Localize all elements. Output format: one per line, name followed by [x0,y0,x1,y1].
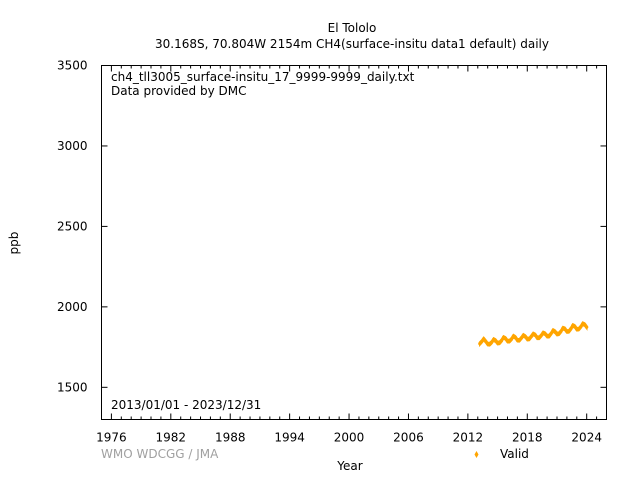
legend: Valid [474,447,529,461]
data-point [585,325,589,329]
provider-label: Data provided by DMC [111,84,246,98]
data-point [549,332,553,336]
x-tick-label: 1988 [215,431,246,445]
plot-frame [101,65,607,420]
data-point [484,339,488,343]
y-tick-label: 2500 [57,219,88,233]
data-point [503,336,508,340]
data-point [494,339,498,343]
data-point [533,333,537,337]
data-series [478,321,589,348]
y-tick-label: 2000 [57,300,88,314]
x-tick-label: 1976 [96,431,127,445]
y-tick-label: 3500 [57,59,88,73]
data-point [478,342,482,346]
data-point [513,335,518,339]
data-point [498,341,502,345]
data-point [553,330,557,334]
x-tick-label: 1982 [156,431,187,445]
chart-subtitle: 30.168S, 70.804W 2154m CH4(surface-insit… [155,37,549,51]
data-point [547,334,551,338]
y-tick-label: 3000 [57,139,88,153]
data-point [569,327,573,331]
data-point [482,337,486,341]
x-tick-label: 2012 [453,431,484,445]
y-axis-label: ppb [7,232,21,255]
file-label: ch4_tll3005_surface-insitu_17_9999-9999_… [111,70,415,84]
data-point [480,340,484,344]
data-point [583,323,587,327]
data-point [579,325,583,329]
x-tick-label: 1994 [274,431,305,445]
chart-title: El Tololo [328,21,377,35]
legend-label-valid: Valid [500,447,529,461]
x-axis-label: Year [336,459,362,473]
date-range-label: 2013/01/01 - 2023/12/31 [111,398,261,412]
data-point [517,338,522,342]
data-point [499,339,504,343]
data-point [490,340,494,344]
data-point [559,329,563,333]
footer-credit: WMO WDCGG / JMA [101,447,219,461]
data-point [543,332,547,336]
y-tick-label: 1500 [57,380,88,394]
data-point [527,337,531,341]
data-point [519,336,523,340]
x-tick-label: 2024 [571,431,602,445]
axes: 1500 2000 2500 3000 3500 1976 1982 1988 1994 2000… [57,59,607,445]
legend-marker [474,451,479,458]
data-point [573,324,577,329]
data-point [567,329,571,333]
data-point [537,336,541,340]
data-point [563,327,567,331]
data-point [577,327,581,331]
x-tick-label: 2018 [512,431,543,445]
data-point [539,334,543,338]
data-point [557,332,561,336]
data-point [529,335,533,339]
x-tick-label: 2006 [393,431,424,445]
x-tick-label: 2000 [334,431,365,445]
data-point [509,337,513,341]
data-point [523,334,527,339]
